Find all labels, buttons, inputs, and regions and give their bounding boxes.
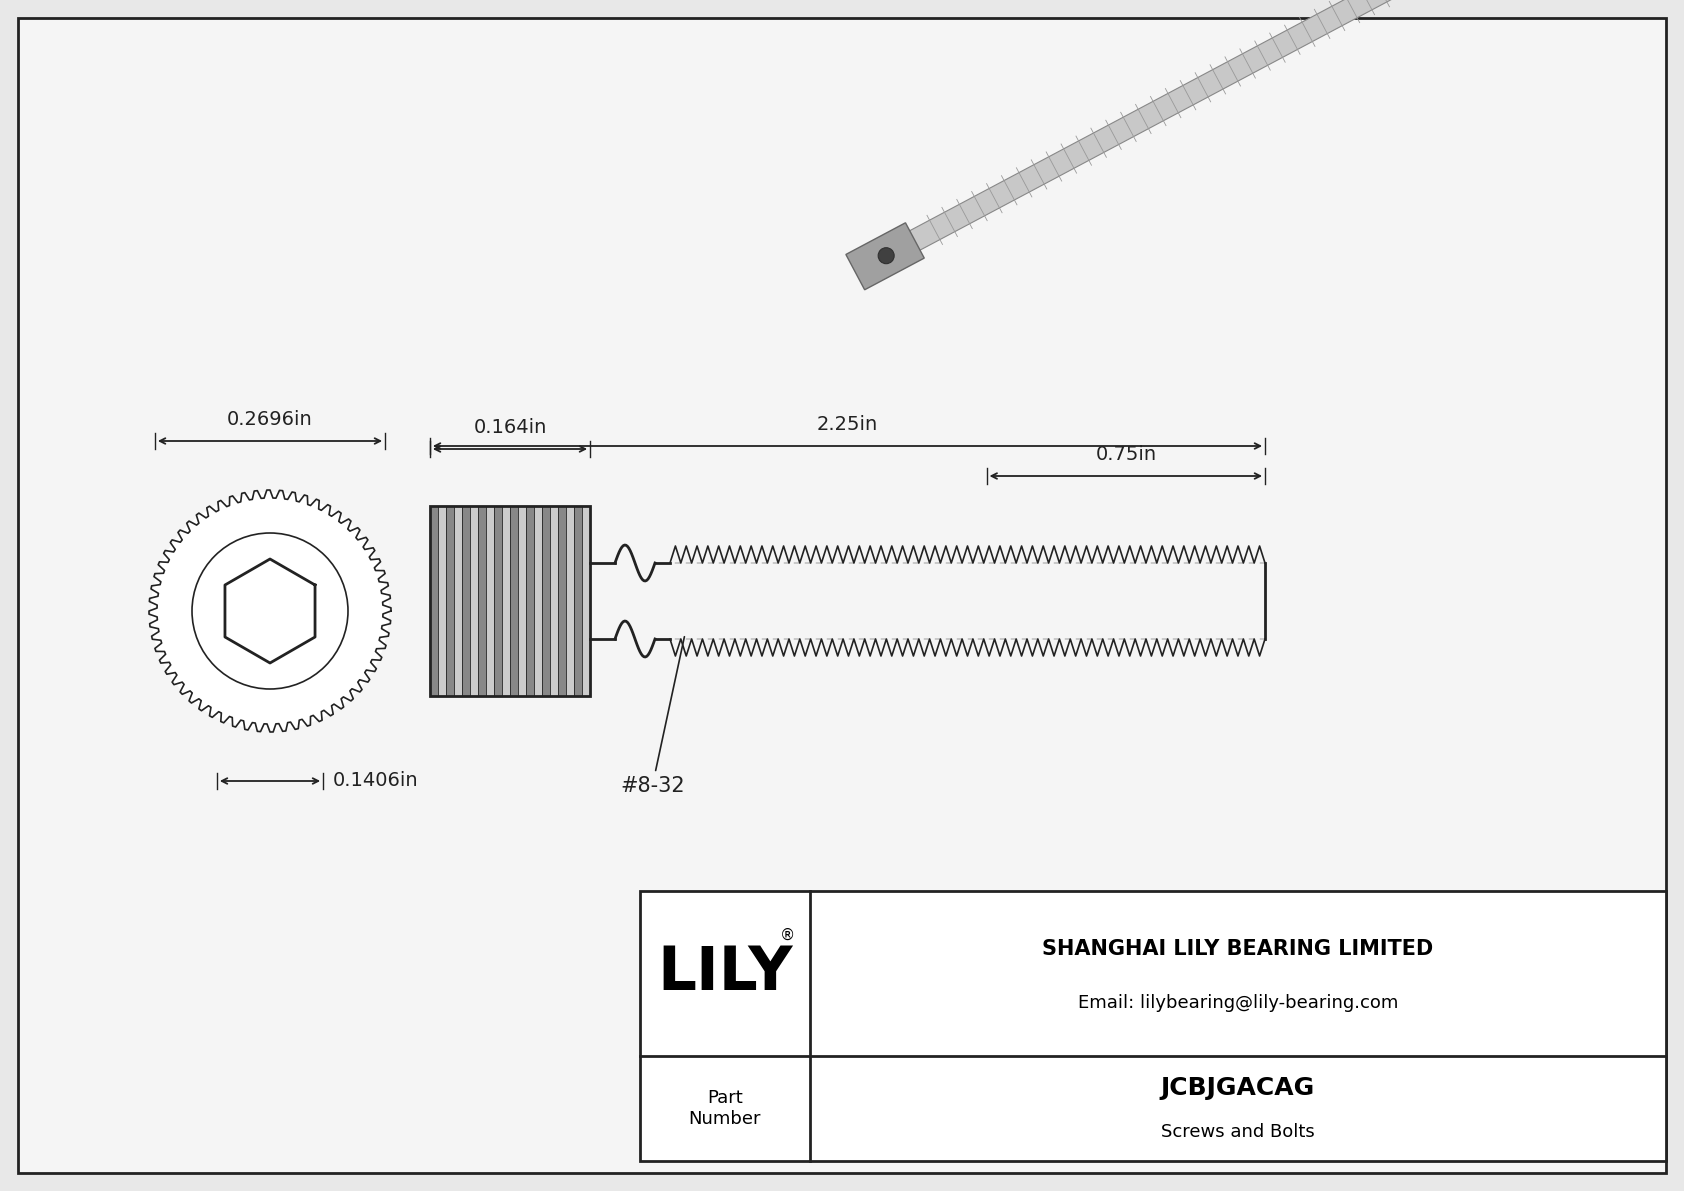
Text: Email: lilybearing@lily-bearing.com: Email: lilybearing@lily-bearing.com bbox=[1078, 994, 1398, 1012]
Text: Part
Number: Part Number bbox=[689, 1089, 761, 1128]
Bar bbox=[446, 506, 455, 696]
Text: 0.164in: 0.164in bbox=[473, 418, 547, 437]
Bar bbox=[551, 506, 557, 696]
Bar bbox=[502, 506, 510, 696]
Circle shape bbox=[152, 492, 389, 730]
Circle shape bbox=[192, 534, 349, 690]
Bar bbox=[461, 506, 470, 696]
Text: JCBJGACAG: JCBJGACAG bbox=[1160, 1075, 1315, 1099]
Bar bbox=[525, 506, 534, 696]
Bar bbox=[455, 506, 461, 696]
Bar bbox=[429, 506, 438, 696]
Text: #8-32: #8-32 bbox=[620, 637, 685, 796]
Bar bbox=[640, 891, 1665, 1161]
Bar bbox=[493, 506, 502, 696]
Text: SHANGHAI LILY BEARING LIMITED: SHANGHAI LILY BEARING LIMITED bbox=[1042, 939, 1433, 959]
Text: 2.25in: 2.25in bbox=[817, 414, 877, 434]
Text: LILY: LILY bbox=[657, 944, 793, 1003]
Bar bbox=[470, 506, 478, 696]
Bar bbox=[487, 506, 493, 696]
Polygon shape bbox=[889, 0, 1522, 261]
Bar bbox=[583, 506, 589, 696]
Bar bbox=[438, 506, 446, 696]
Bar bbox=[534, 506, 542, 696]
Bar bbox=[557, 506, 566, 696]
Bar bbox=[519, 506, 525, 696]
Text: Screws and Bolts: Screws and Bolts bbox=[1162, 1123, 1315, 1141]
Text: 0.2696in: 0.2696in bbox=[227, 410, 313, 429]
Circle shape bbox=[877, 248, 894, 263]
Text: 0.1406in: 0.1406in bbox=[333, 772, 419, 791]
Bar bbox=[542, 506, 551, 696]
Bar bbox=[566, 506, 574, 696]
Bar bbox=[429, 506, 589, 696]
Bar bbox=[574, 506, 583, 696]
Polygon shape bbox=[845, 223, 925, 289]
Text: 0.75in: 0.75in bbox=[1095, 445, 1157, 464]
Bar bbox=[510, 506, 519, 696]
Text: ®: ® bbox=[780, 928, 795, 943]
Bar bbox=[478, 506, 487, 696]
